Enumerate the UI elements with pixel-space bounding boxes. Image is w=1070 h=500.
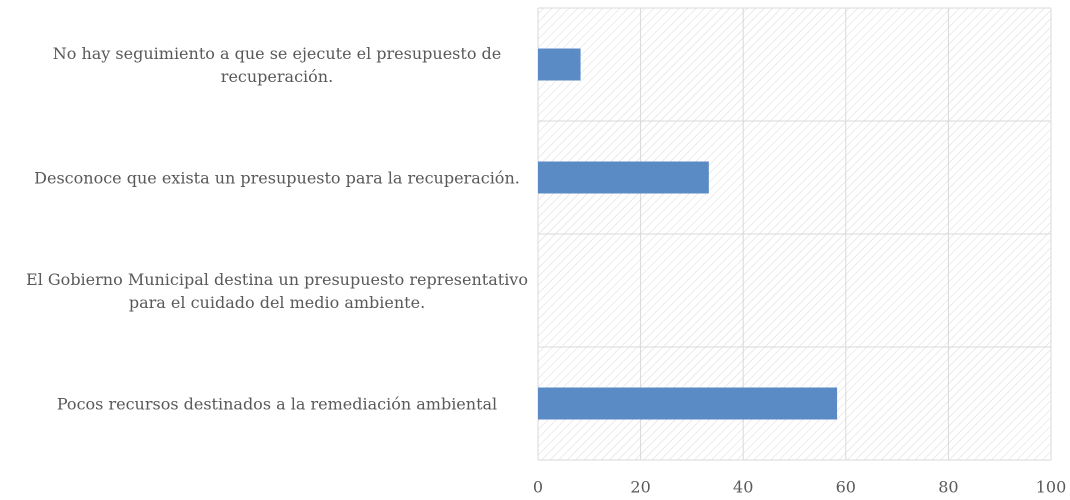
y-tick-label: El Gobierno Municipal destina un presupu… [26, 269, 528, 312]
bar [538, 161, 709, 194]
y-tick-label: No hay seguimiento a que se ejecute el p… [52, 43, 502, 86]
y-tick-label: Desconoce que exista un presupuesto para… [34, 168, 520, 187]
y-tick-label: Pocos recursos destinados a la remediaci… [56, 394, 498, 413]
bar [538, 48, 581, 81]
x-tick-label: 40 [733, 478, 753, 497]
x-tick-label: 100 [1036, 478, 1067, 497]
x-tick-label: 20 [630, 478, 650, 497]
x-tick-label: 80 [938, 478, 958, 497]
bar [538, 387, 838, 420]
x-tick-label: 60 [836, 478, 856, 497]
x-tick-label: 0 [533, 478, 543, 497]
